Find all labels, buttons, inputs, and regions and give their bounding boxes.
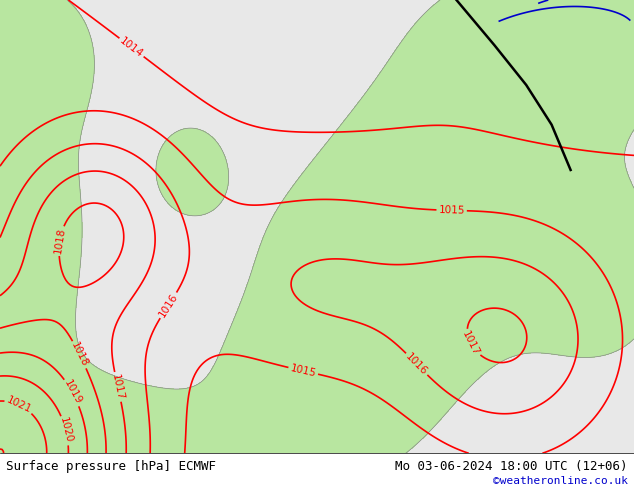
Text: 1016: 1016	[157, 292, 179, 319]
Text: 1021: 1021	[5, 395, 33, 415]
Text: 1018: 1018	[69, 341, 90, 368]
Text: 1014: 1014	[118, 35, 145, 59]
Text: 1015: 1015	[289, 363, 317, 379]
Text: 1018: 1018	[53, 227, 67, 255]
Text: 1015: 1015	[438, 205, 465, 216]
Text: Mo 03-06-2024 18:00 UTC (12+06): Mo 03-06-2024 18:00 UTC (12+06)	[395, 460, 628, 473]
Text: 1016: 1016	[404, 351, 429, 377]
Text: 1019: 1019	[61, 379, 83, 407]
Text: 1020: 1020	[58, 416, 74, 444]
Text: 1017: 1017	[110, 373, 126, 401]
Text: Surface pressure [hPa] ECMWF: Surface pressure [hPa] ECMWF	[6, 460, 216, 473]
Text: ©weatheronline.co.uk: ©weatheronline.co.uk	[493, 476, 628, 486]
Text: 1017: 1017	[460, 329, 481, 357]
